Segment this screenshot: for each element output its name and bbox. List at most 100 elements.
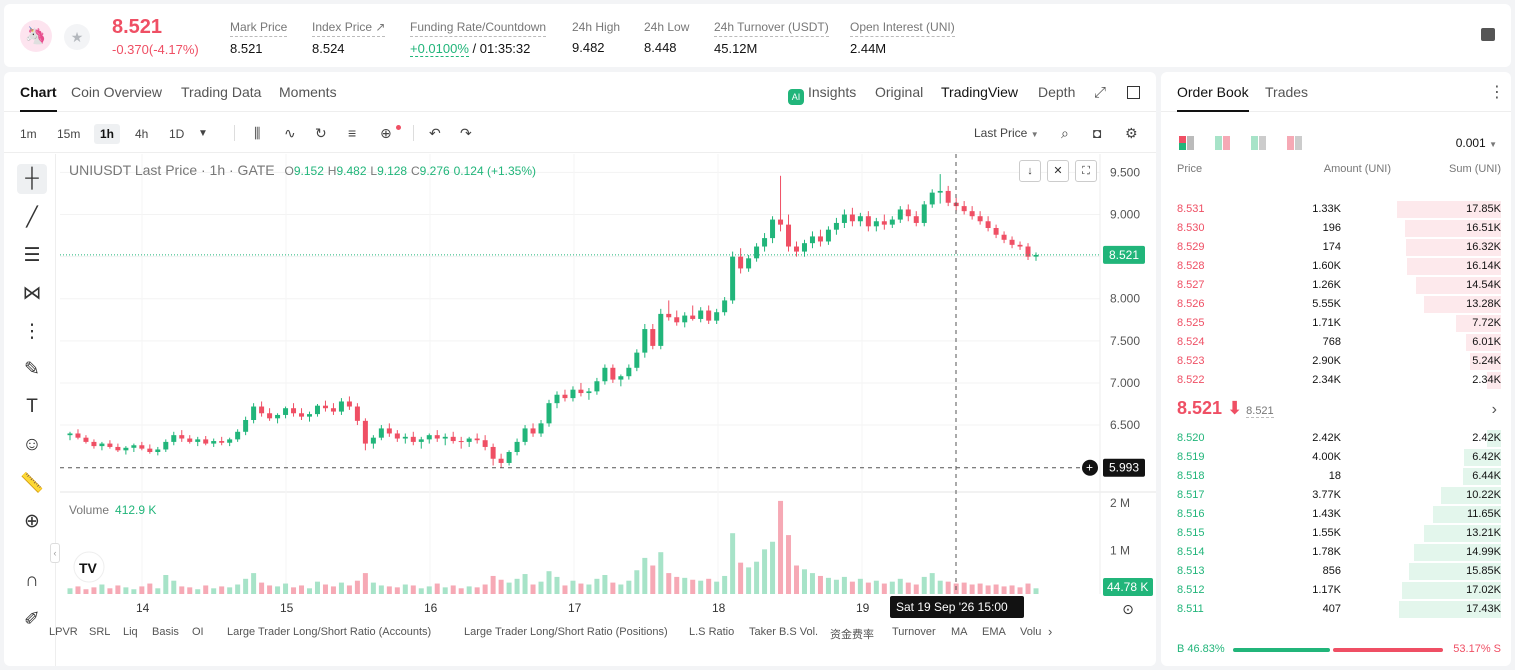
tab-tradingview[interactable]: TradingView [941,84,1019,100]
bid-row[interactable]: 8.519 4.00K 6.42K [1161,448,1511,467]
bid-row[interactable]: 8.511 407 17.43K [1161,600,1511,619]
interval-dropdown-icon[interactable]: ▼ [198,128,208,139]
indicator-funding-rate[interactable]: 资金费率 [830,629,874,641]
trend-line-icon[interactable]: ╱ [26,206,38,228]
bid-row[interactable]: 8.514 1.78K 14.99K [1161,543,1511,562]
indicator-turnover[interactable]: Turnover [892,626,936,638]
indicators-icon[interactable]: ∿ [284,125,296,141]
interval-15m[interactable]: 15m [57,127,81,141]
stat-label[interactable]: Mark Price [230,20,288,37]
tab-chart[interactable]: Chart [20,84,57,112]
indicator-large-trader-accounts[interactable]: Large Trader Long/Short Ratio (Accounts) [227,626,432,638]
replay-icon[interactable]: ↻ [315,125,327,141]
ask-row[interactable]: 8.526 5.55K 13.28K [1161,295,1511,314]
indicator-ma[interactable]: MA [951,626,968,638]
stat-label[interactable]: Index Price ↗ [312,20,386,37]
stat-label[interactable]: 24h Turnover (USDT) [714,20,829,37]
ask-row[interactable]: 8.523 2.90K 5.24K [1161,352,1511,371]
chevron-right-icon[interactable]: › [1048,624,1053,639]
lock-drawing-icon[interactable]: ✐ [24,608,40,630]
add-indicator-icon[interactable]: ⊕ [380,125,392,141]
bid-row[interactable]: 8.512 1.17K 17.02K [1161,581,1511,600]
scroll-down-icon[interactable]: ↓ [1019,160,1041,182]
templates-icon[interactable]: ≡ [348,125,357,141]
symbol-label: UNIUSDT Last Price · 1h · GATE [69,162,275,178]
chevron-right-icon[interactable]: › [1491,401,1497,418]
indicator-ls-ratio[interactable]: L.S Ratio [689,626,735,638]
stat-label[interactable]: Open Interest (UNI) [850,20,955,37]
price-type-select[interactable]: Last Price ▼ [974,126,1039,140]
tab-insights[interactable]: AI Insights [788,84,856,105]
ask-row[interactable]: 8.529 174 16.32K [1161,238,1511,257]
fullscreen-icon[interactable]: ⛶ [1075,160,1097,182]
crosshair-icon[interactable]: ┼ [17,164,47,194]
view-bids-icon[interactable] [1251,136,1267,150]
tab-moments[interactable]: Moments [279,84,337,100]
bid-row[interactable]: 8.517 3.77K 10.22K [1161,486,1511,505]
tab-coin-overview[interactable]: Coin Overview [71,84,163,100]
indicator-lpvr[interactable]: LPVR [49,626,78,638]
stat-label[interactable]: Funding Rate/Countdown [410,20,547,37]
interval-1d[interactable]: 1D [169,127,185,141]
more-options-icon[interactable]: ⋮ [1489,84,1505,101]
tab-original[interactable]: Original [875,84,924,100]
emoji-icon[interactable]: ☺ [22,434,42,455]
ask-row[interactable]: 8.530 196 16.51K [1161,219,1511,238]
ask-row[interactable]: 8.527 1.26K 14.54K [1161,276,1511,295]
book-icon[interactable] [1481,28,1495,41]
pattern-icon[interactable]: ⋈ [22,282,42,304]
mid-price[interactable]: 8.521 ⬇ 8.521 [1177,398,1274,419]
ask-row[interactable]: 8.522 2.34K 2.34K [1161,371,1511,390]
ruler-icon[interactable]: 📏 [20,473,44,494]
expand-icon[interactable]: ⤢ [1094,84,1107,101]
collapse-chart-icon[interactable]: ✕ [1047,160,1069,182]
interval-1h[interactable]: 1h [94,124,121,144]
settings-gear-icon[interactable]: ⚙ [1125,125,1138,141]
tab-order-book[interactable]: Order Book [1177,84,1249,112]
indicator-srl[interactable]: SRL [89,626,111,638]
magnet-icon[interactable]: ∩ [25,570,39,591]
indicator-taker-bs-vol[interactable]: Taker B.S Vol. [749,626,819,638]
view-asks-icon[interactable] [1287,136,1303,150]
indicator-large-trader-positions[interactable]: Large Trader Long/Short Ratio (Positions… [464,626,668,638]
bid-row[interactable]: 8.520 2.42K 2.42K [1161,429,1511,448]
view-split-icon[interactable] [1215,136,1231,150]
interval-1m[interactable]: 1m [20,127,37,141]
ask-row[interactable]: 8.524 768 6.01K [1161,333,1511,352]
text-tool-icon[interactable]: T [26,396,38,417]
horizontal-lines-icon[interactable]: ☰ [23,244,41,266]
tab-depth[interactable]: Depth [1038,84,1076,100]
tab-trading-data[interactable]: Trading Data [181,84,262,100]
indicator-volume[interactable]: Volu [1020,626,1042,638]
tab-trades[interactable]: Trades [1265,84,1309,100]
price-chart[interactable]: 9.5009.0008.5008.0007.5007.0006.50014151… [60,154,1156,664]
fib-icon[interactable]: ⋮ [22,320,42,342]
bid-row[interactable]: 8.518 18 6.44K [1161,467,1511,486]
favorite-star-icon[interactable]: ★ [64,24,90,50]
indicator-basis[interactable]: Basis [152,626,179,638]
bid-row[interactable]: 8.516 1.43K 11.65K [1161,505,1511,524]
indicator-ema[interactable]: EMA [982,626,1006,638]
candle-type-icon[interactable]: ⫼ [254,125,261,141]
window-icon[interactable] [1127,86,1140,99]
chart-settings-icon[interactable]: ⊙ [1122,601,1134,617]
collapse-toolbar-icon[interactable]: ‹ [50,543,60,563]
chart-canvas[interactable]: 9.5009.0008.5008.0007.5007.0006.50014151… [60,154,1156,624]
funding-rate[interactable]: +0.0100% [410,41,469,57]
interval-4h[interactable]: 4h [135,127,149,141]
redo-icon[interactable]: ↷ [460,125,472,141]
view-both-icon[interactable] [1179,136,1195,150]
camera-icon[interactable]: ◘ [1093,125,1102,141]
bid-row[interactable]: 8.515 1.55K 13.21K [1161,524,1511,543]
zoom-in-icon[interactable]: ⊕ [24,510,40,532]
indicator-liq[interactable]: Liq [123,626,138,638]
ask-row[interactable]: 8.531 1.33K 17.85K [1161,200,1511,219]
indicator-oi[interactable]: OI [192,626,204,638]
ask-row[interactable]: 8.528 1.60K 16.14K [1161,257,1511,276]
undo-icon[interactable]: ↶ [429,125,441,141]
bid-row[interactable]: 8.513 856 15.85K [1161,562,1511,581]
brush-icon[interactable]: ✎ [24,358,40,380]
ask-row[interactable]: 8.525 1.71K 7.72K [1161,314,1511,333]
precision-select[interactable]: 0.001 ▼ [1456,136,1497,150]
search-icon[interactable]: ⌕ [1061,125,1069,141]
